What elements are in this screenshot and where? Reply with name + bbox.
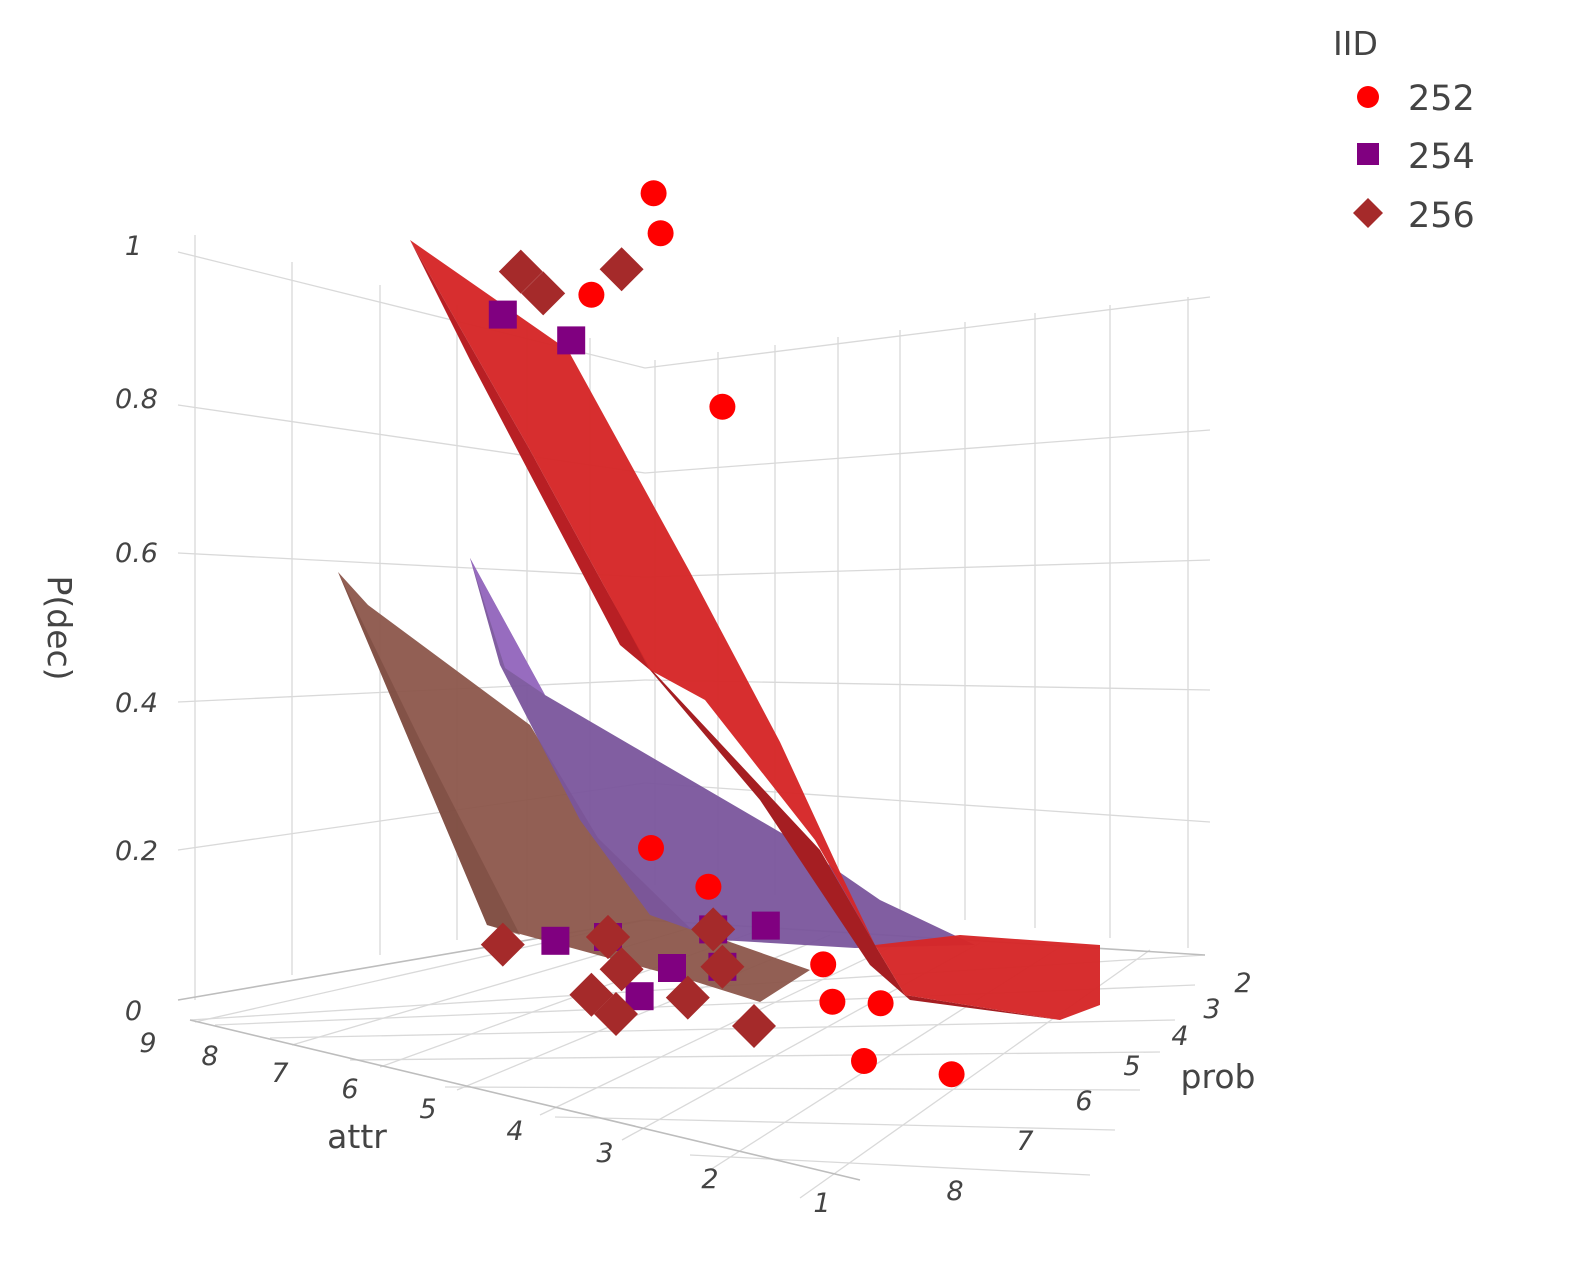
y-tick: 8	[946, 1176, 963, 1207]
data-point-256[interactable]	[521, 271, 566, 316]
data-point-256[interactable]	[498, 249, 543, 294]
square-marker-icon	[1357, 143, 1379, 165]
data-point-252[interactable]	[709, 393, 736, 420]
x-tick: 4	[506, 1116, 523, 1147]
data-point-254[interactable]	[541, 926, 570, 955]
data-point-252[interactable]	[819, 988, 846, 1015]
diamond-marker-icon	[1353, 198, 1383, 228]
data-point-254[interactable]	[658, 954, 686, 982]
data-point-252[interactable]	[938, 1061, 965, 1088]
data-point-252[interactable]	[638, 835, 664, 861]
surface-252-edge	[410, 240, 650, 670]
data-point-254[interactable]	[625, 982, 654, 1011]
data-point-256[interactable]	[480, 922, 525, 967]
data-point-256[interactable]	[732, 1004, 776, 1048]
legend-item-256[interactable]: 256	[1353, 196, 1475, 236]
x-tick: 7	[271, 1058, 288, 1089]
y-tick: 7	[1016, 1126, 1033, 1157]
circle-marker-icon	[1357, 86, 1379, 108]
data-point-256[interactable]	[599, 247, 644, 292]
legend[interactable]: IID 252 254 256	[1333, 24, 1475, 236]
y-axis-ticks: 2 3 4 5 6 7 8	[946, 968, 1251, 1207]
z-tick: 0.4	[115, 688, 158, 719]
legend-label: 252	[1408, 79, 1475, 119]
data-point-252[interactable]	[695, 873, 722, 900]
data-point-256[interactable]	[700, 944, 745, 989]
x-axis-title: attr	[327, 1117, 387, 1156]
data-point-256[interactable]	[586, 915, 630, 959]
z-axis-ticks: 1 0.8 0.4 0.6 0.4 0.2 0	[115, 231, 158, 1027]
data-points	[480, 180, 965, 1088]
x-tick: 6	[341, 1074, 358, 1105]
fitted-surfaces	[338, 240, 1100, 1020]
surface-254	[470, 558, 975, 948]
surface-256	[338, 572, 810, 1002]
data-point-252[interactable]	[851, 1048, 877, 1074]
data-point-252[interactable]	[867, 990, 894, 1017]
y-tick: 5	[1123, 1051, 1140, 1082]
data-point-252[interactable]	[640, 180, 667, 207]
data-point-256[interactable]	[569, 972, 614, 1017]
x-tick: 5	[419, 1094, 436, 1125]
data-point-252[interactable]	[578, 281, 605, 308]
x-tick: 8	[201, 1041, 218, 1072]
x-tick: 9	[139, 1028, 156, 1059]
data-point-256[interactable]	[599, 947, 644, 992]
z-tick: 0	[125, 996, 142, 1027]
data-point-256[interactable]	[691, 907, 736, 952]
z-tick: 1	[125, 231, 142, 262]
x-axis-ticks: 9 8 7 6 5 4 3 2 1	[139, 1028, 830, 1219]
surface-254-shade	[470, 558, 545, 695]
legend-title: IID	[1333, 24, 1378, 63]
legend-label: 254	[1408, 137, 1475, 177]
x-tick: 2	[701, 1164, 718, 1195]
data-point-252[interactable]	[810, 951, 837, 978]
x-tick: 3	[596, 1138, 613, 1169]
surface-252	[410, 240, 1100, 1020]
y-tick: 6	[1075, 1086, 1092, 1117]
legend-item-254[interactable]: 254	[1357, 137, 1475, 177]
data-point-254[interactable]	[751, 911, 780, 940]
z-tick: 0.8	[115, 384, 158, 415]
data-point-252[interactable]	[647, 220, 674, 247]
y-tick: 2	[1234, 968, 1251, 999]
y-tick: 4	[1171, 1021, 1188, 1052]
z-tick: 0.2	[115, 836, 158, 867]
z-tick: 0.6	[115, 538, 158, 569]
legend-label: 256	[1408, 196, 1475, 236]
y-axis-title: prob	[1181, 1057, 1256, 1096]
z-axis-title: P(dec)	[40, 575, 79, 680]
data-point-254[interactable]	[488, 300, 517, 329]
y-tick: 3	[1203, 994, 1220, 1025]
x-tick: 1	[813, 1188, 830, 1219]
data-point-254[interactable]	[557, 326, 586, 355]
data-point-256[interactable]	[665, 975, 710, 1020]
legend-item-252[interactable]: 252	[1357, 79, 1475, 119]
